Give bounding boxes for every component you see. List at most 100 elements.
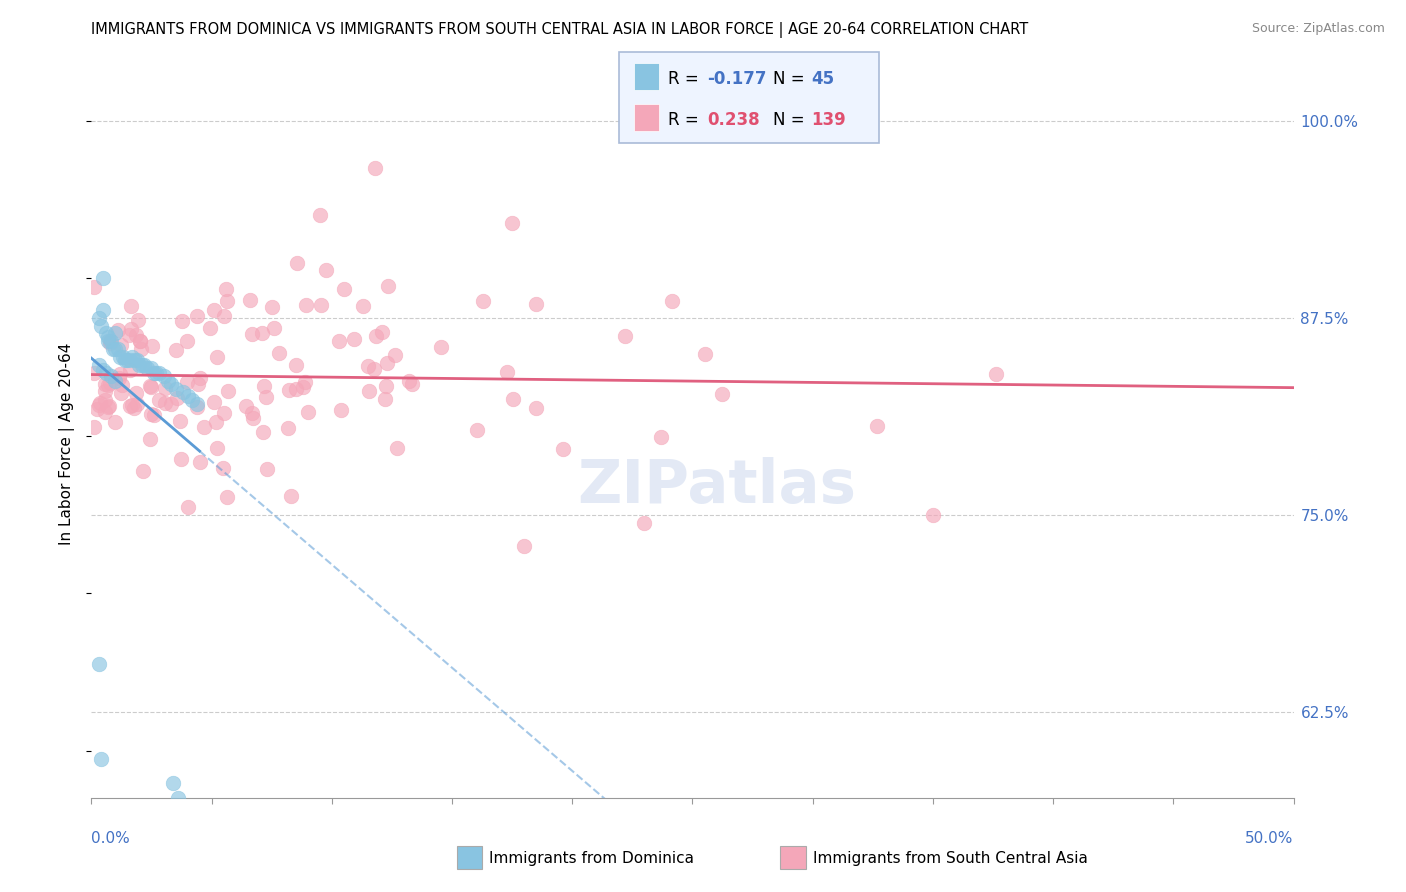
- Point: [97, 378, 120, 392]
- Point: [212, 406, 235, 420]
- Point: [363, 361, 385, 376]
- Point: [97, 400, 120, 414]
- Point: [401, 376, 423, 391]
- Point: [87, 657, 110, 672]
- Point: [104, 415, 127, 429]
- Point: [87, 358, 110, 372]
- Point: [186, 397, 208, 411]
- Point: [97, 334, 120, 349]
- Point: [83, 420, 105, 434]
- Point: [145, 366, 167, 380]
- Point: [120, 299, 142, 313]
- Point: [122, 401, 145, 416]
- Text: N =: N =: [773, 70, 810, 88]
- Point: [240, 326, 263, 341]
- Point: [110, 385, 132, 400]
- Point: [176, 334, 198, 348]
- Point: [384, 348, 406, 362]
- Point: [169, 414, 191, 428]
- Point: [205, 415, 228, 429]
- Point: [188, 455, 211, 469]
- Text: 139: 139: [811, 112, 846, 129]
- Point: [176, 375, 198, 389]
- Point: [377, 278, 399, 293]
- Point: [513, 539, 536, 553]
- Point: [186, 309, 208, 323]
- Point: [207, 350, 229, 364]
- Point: [239, 293, 262, 307]
- Point: [315, 263, 337, 277]
- Point: [633, 516, 655, 530]
- Point: [97, 329, 120, 343]
- Text: 45: 45: [811, 70, 834, 88]
- Point: [134, 358, 156, 372]
- Point: [329, 403, 352, 417]
- Point: [181, 392, 204, 407]
- Text: 50.0%: 50.0%: [1246, 831, 1294, 847]
- Point: [256, 462, 278, 476]
- Point: [125, 397, 148, 411]
- Point: [165, 343, 187, 357]
- Point: [202, 303, 225, 318]
- Point: [352, 299, 374, 313]
- Point: [471, 293, 494, 308]
- Point: [107, 342, 129, 356]
- Point: [217, 384, 239, 398]
- Point: [190, 371, 212, 385]
- Point: [128, 358, 150, 372]
- Text: IMMIGRANTS FROM DOMINICA VS IMMIGRANTS FROM SOUTH CENTRAL ASIA IN LABOR FORCE | : IMMIGRANTS FROM DOMINICA VS IMMIGRANTS F…: [91, 22, 1029, 38]
- Point: [269, 346, 291, 360]
- Point: [711, 387, 734, 401]
- Point: [309, 298, 332, 312]
- Point: [141, 380, 163, 394]
- Point: [110, 350, 132, 364]
- Point: [129, 334, 152, 349]
- Point: [110, 338, 132, 352]
- Point: [128, 334, 150, 348]
- Point: [152, 369, 174, 384]
- Point: [118, 327, 141, 342]
- Point: [159, 376, 181, 391]
- Text: -0.177: -0.177: [707, 70, 766, 88]
- Point: [157, 374, 180, 388]
- Point: [501, 216, 523, 230]
- Point: [104, 326, 127, 341]
- Point: [98, 335, 121, 350]
- Point: [104, 342, 127, 356]
- Point: [214, 310, 236, 324]
- Point: [153, 381, 176, 395]
- Point: [87, 398, 110, 412]
- Point: [108, 371, 131, 385]
- Point: [215, 490, 238, 504]
- Point: [153, 396, 176, 410]
- Point: [104, 374, 127, 388]
- Point: [94, 392, 117, 407]
- Point: [98, 334, 121, 348]
- Point: [613, 329, 636, 343]
- Point: [169, 451, 191, 466]
- Point: [111, 378, 134, 392]
- Point: [263, 320, 285, 334]
- Point: [90, 752, 112, 766]
- Point: [167, 791, 190, 805]
- Point: [364, 161, 387, 175]
- Point: [357, 359, 380, 374]
- Point: [120, 322, 142, 336]
- Point: [86, 402, 108, 417]
- Point: [101, 342, 124, 356]
- Point: [294, 375, 316, 389]
- Text: R =: R =: [668, 70, 704, 88]
- Point: [83, 366, 105, 380]
- Point: [374, 392, 396, 407]
- Point: [100, 334, 122, 349]
- Point: [253, 379, 276, 393]
- Point: [118, 363, 141, 377]
- Text: Immigrants from Dominica: Immigrants from Dominica: [489, 851, 695, 865]
- Point: [142, 366, 165, 380]
- Point: [93, 302, 115, 317]
- Point: [193, 420, 215, 434]
- Point: [121, 350, 143, 364]
- Point: [297, 405, 319, 419]
- Point: [100, 369, 122, 384]
- Point: [176, 389, 198, 403]
